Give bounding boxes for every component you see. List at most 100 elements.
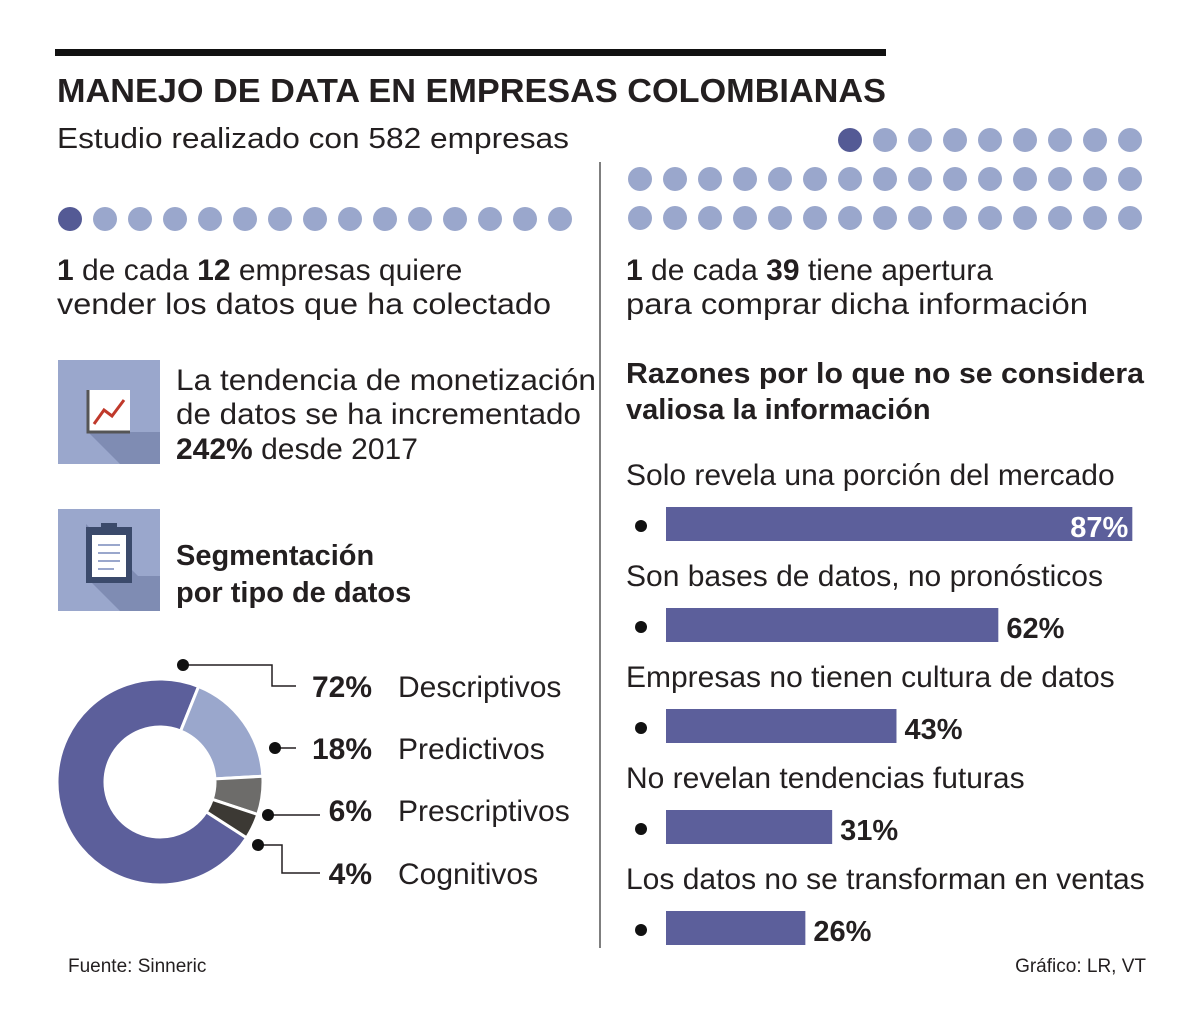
dot: [908, 206, 932, 230]
dot: [1083, 206, 1107, 230]
dot: [663, 167, 687, 191]
dot: [163, 207, 187, 231]
trend-text: La tendencia de monetización: [176, 364, 596, 397]
stat-text: de cada: [651, 254, 758, 287]
bar-value: 43%: [904, 714, 962, 746]
stat-number: 12: [197, 254, 230, 287]
dot: [1048, 206, 1072, 230]
leader-dots: [177, 659, 281, 851]
donut-slice: [204, 797, 260, 840]
donut-slice: [55, 677, 249, 887]
legend-label: Prescriptivos: [398, 795, 570, 828]
dot: [908, 128, 932, 152]
dot: [548, 207, 572, 231]
dot: [978, 128, 1002, 152]
dot: [873, 167, 897, 191]
chart-title: por tipo de datos: [176, 577, 411, 609]
dot: [1048, 167, 1072, 191]
dot: [1118, 206, 1142, 230]
bar: [666, 709, 897, 743]
bar: [666, 507, 1133, 541]
legend-value: 18%: [312, 733, 372, 766]
dot: [663, 206, 687, 230]
bar: [666, 608, 999, 642]
dot: [513, 207, 537, 231]
source: Fuente: Sinneric: [68, 956, 206, 977]
dot: [978, 206, 1002, 230]
stat-line: 1 de cada 12 empresas quiere: [57, 254, 462, 287]
chart-title: Segmentación: [176, 540, 374, 572]
top-rule: [55, 49, 886, 56]
chart-title: valiosa la información: [626, 394, 931, 426]
icon-axis: [86, 390, 130, 434]
legend-value: 6%: [329, 795, 372, 828]
bullet: [635, 924, 647, 936]
icon-lines: [98, 544, 120, 570]
dot: [698, 167, 722, 191]
dot: [1083, 167, 1107, 191]
dot: [1013, 128, 1037, 152]
dot: [873, 206, 897, 230]
subtitle: Estudio realizado con 582 empresas: [57, 123, 569, 155]
legend-value: 4%: [329, 858, 372, 891]
dot: [1083, 128, 1107, 152]
bar: [666, 810, 833, 844]
dot: [803, 167, 827, 191]
dot: [628, 167, 652, 191]
stat-number: 39: [766, 254, 799, 287]
dot: [233, 207, 257, 231]
chart-title: Razones por lo que no se considera: [626, 358, 1145, 390]
bar: [666, 911, 806, 945]
stat-text: tiene apertura: [808, 254, 993, 287]
dot: [338, 207, 362, 231]
stat-number: 1: [57, 254, 74, 287]
dot: [908, 167, 932, 191]
bullet: [635, 520, 647, 532]
bar-value: 62%: [1006, 613, 1064, 645]
dot: [373, 207, 397, 231]
legend-label: Cognitivos: [398, 858, 538, 891]
stat-text: para comprar dicha información: [626, 288, 1088, 321]
dot: [128, 207, 152, 231]
icon-clip: [101, 523, 117, 531]
dot: [408, 207, 432, 231]
bar-category: Son bases de datos, no pronósticos: [626, 560, 1103, 593]
dot: [698, 206, 722, 230]
bullet: [635, 823, 647, 835]
bar-value: 26%: [813, 916, 871, 948]
stat-text: de cada: [82, 254, 189, 287]
dot: [943, 206, 967, 230]
trend-text: de datos se ha incrementado: [176, 398, 581, 431]
stat-number: 1: [626, 254, 643, 287]
title: MANEJO DE DATA EN EMPRESAS COLOMBIANAS: [57, 72, 886, 109]
bar-category: Solo revela una porción del mercado: [626, 459, 1115, 492]
dot: [58, 207, 82, 231]
stat-text: empresas quiere: [239, 254, 462, 287]
stat-text: vender los datos que ha colectado: [57, 288, 551, 321]
icon-trend: [92, 399, 126, 425]
icon-chart: [88, 390, 130, 432]
dot-row: [58, 207, 572, 231]
dot: [838, 128, 862, 152]
dot: [873, 128, 897, 152]
dot: [768, 206, 792, 230]
credit: Gráfico: LR, VT: [1015, 956, 1146, 977]
bar-value: 87%: [1070, 512, 1128, 544]
dot: [733, 167, 757, 191]
dot: [478, 207, 502, 231]
dot: [838, 167, 862, 191]
dot-grid: [628, 128, 1142, 230]
legend-label: Descriptivos: [398, 671, 561, 704]
dot: [943, 167, 967, 191]
bar-category: Los datos no se transforman en ventas: [626, 863, 1145, 896]
legend-value: 72%: [312, 671, 372, 704]
dot: [1048, 128, 1072, 152]
dot: [1118, 167, 1142, 191]
trend-highlight: 242%: [176, 433, 253, 466]
trend-text: desde 2017: [261, 433, 418, 466]
bar-value: 31%: [840, 815, 898, 847]
trend-text: 242% desde 2017: [176, 433, 418, 466]
